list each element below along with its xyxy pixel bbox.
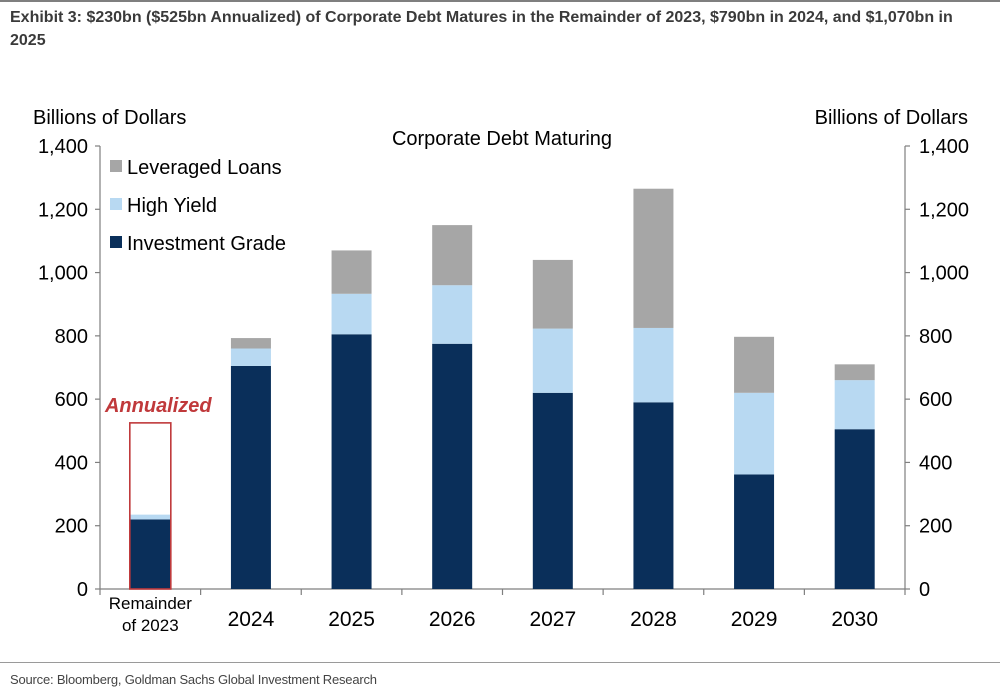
bottom-rule: [0, 662, 1000, 663]
annualized-outline: [129, 422, 172, 590]
bar-investment-grade: [432, 343, 473, 589]
left-y-tick-label: 0: [77, 579, 88, 601]
bar-leveraged-loans: [331, 250, 372, 294]
bar-investment-grade: [230, 365, 271, 589]
x-tick-label: 2028: [630, 608, 677, 631]
source-note: Source: Bloomberg, Goldman Sachs Global …: [10, 672, 377, 687]
bar-leveraged-loans: [633, 188, 674, 328]
right-y-tick-label: 1,400: [919, 136, 969, 158]
x-tick-label: 2029: [731, 608, 778, 631]
left-y-tick-label: 1,200: [38, 199, 88, 221]
left-y-tick-label: 400: [55, 452, 88, 474]
bar-investment-grade: [331, 334, 372, 589]
bar-investment-grade: [633, 402, 674, 589]
legend-swatch: [110, 160, 122, 172]
x-tick-label: 2025: [328, 608, 375, 631]
y-axis-label-right: Billions of Dollars: [815, 107, 968, 129]
bar-high-yield: [432, 285, 473, 344]
x-tick-label: Remainder: [109, 594, 192, 613]
x-tick-label: 2030: [831, 608, 878, 631]
chart-title: Corporate Debt Maturing: [392, 128, 612, 150]
legend-label: Investment Grade: [127, 233, 286, 255]
bar-leveraged-loans: [432, 225, 473, 286]
exhibit-title: Exhibit 3: $230bn ($525bn Annualized) of…: [10, 9, 953, 49]
legend-label: High Yield: [127, 195, 217, 217]
bar-high-yield: [734, 392, 775, 475]
left-y-tick-label: 1,400: [38, 136, 88, 158]
x-tick-label: 2026: [429, 608, 476, 631]
legend-label: Leveraged Loans: [127, 157, 282, 179]
bar-investment-grade: [532, 392, 573, 589]
bar-investment-grade: [130, 519, 171, 589]
bar-investment-grade: [734, 474, 775, 589]
bar-leveraged-loans: [230, 338, 271, 349]
bar-high-yield: [130, 514, 171, 520]
right-y-tick-label: 800: [919, 326, 952, 348]
right-y-tick-label: 1,000: [919, 263, 969, 285]
left-y-tick-label: 600: [55, 389, 88, 411]
bar-high-yield: [230, 348, 271, 366]
left-y-tick-label: 200: [55, 516, 88, 538]
right-y-tick-label: 1,200: [919, 199, 969, 221]
bar-leveraged-loans: [834, 364, 875, 381]
annualized-label: Annualized: [104, 395, 212, 417]
x-tick-label: of 2023: [122, 616, 179, 635]
top-rule: [0, 0, 1000, 2]
bar-high-yield: [532, 328, 573, 393]
x-tick-label: 2027: [529, 608, 576, 631]
legend-swatch: [110, 236, 122, 248]
right-y-tick-label: 400: [919, 452, 952, 474]
bar-leveraged-loans: [734, 336, 775, 393]
bar-high-yield: [834, 380, 875, 430]
right-y-tick-label: 200: [919, 516, 952, 538]
bar-high-yield: [331, 293, 372, 335]
bar-investment-grade: [834, 429, 875, 589]
bar-leveraged-loans: [532, 259, 573, 329]
bar-high-yield: [633, 327, 674, 403]
left-y-tick-label: 800: [55, 326, 88, 348]
right-y-tick-label: 600: [919, 389, 952, 411]
legend-swatch: [110, 198, 122, 210]
x-tick-label: 2024: [228, 608, 275, 631]
right-y-tick-label: 0: [919, 579, 930, 601]
y-axis-label-left: Billions of Dollars: [33, 107, 186, 129]
left-y-tick-label: 1,000: [38, 263, 88, 285]
